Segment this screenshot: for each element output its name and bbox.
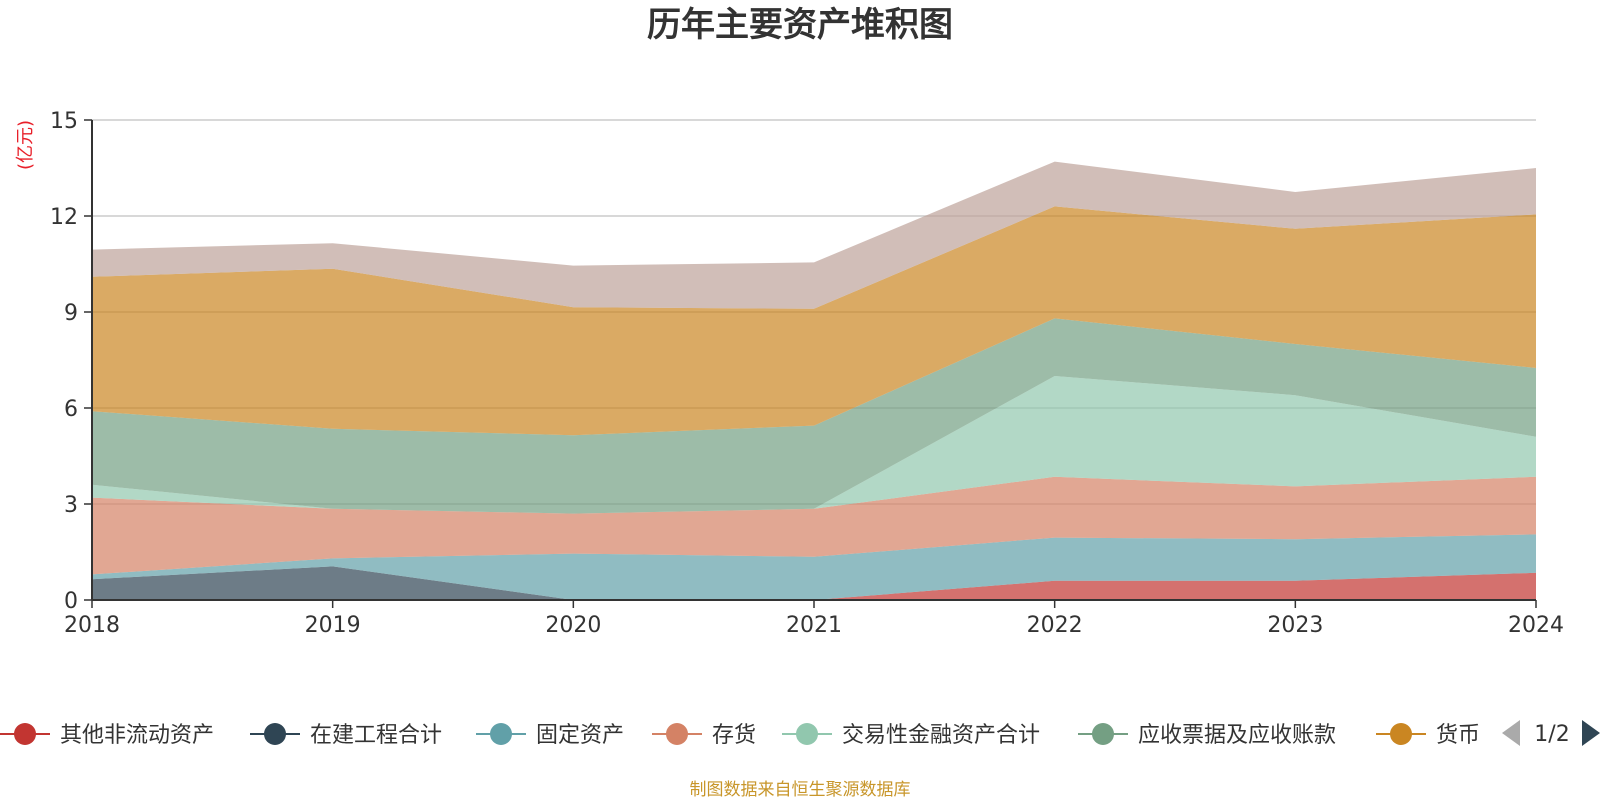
legend-pager: 1/2 [1502, 720, 1600, 747]
legend: 其他非流动资产 在建工程合计 固定资产 存货 交易性金融资产合计 应收票据及应收账款 货币 [0, 723, 1480, 748]
legend-circle-marker [1092, 723, 1114, 745]
legend-item-5[interactable]: 应收票据及应收账款 [1078, 723, 1336, 748]
legend-label: 其他非流动资产 [60, 723, 214, 748]
legend-item-3[interactable]: 存货 [652, 723, 756, 748]
y-tick-label: 12 [50, 205, 78, 230]
y-tick-label: 0 [64, 589, 78, 614]
legend-label: 货币 [1436, 723, 1480, 748]
y-tick-label: 9 [64, 301, 78, 326]
legend-label: 交易性金融资产合计 [842, 723, 1040, 748]
x-tick-label: 2022 [1027, 613, 1083, 638]
legend-circle-marker [490, 723, 512, 745]
chart-title: 历年主要资产堆积图 [647, 5, 953, 45]
legend-label: 存货 [712, 723, 756, 748]
legend-circle-marker [264, 723, 286, 745]
x-tick-label: 2021 [786, 613, 842, 638]
x-tick-label: 2020 [545, 613, 601, 638]
legend-label: 应收票据及应收账款 [1138, 723, 1336, 748]
legend-next-page-icon[interactable] [1582, 720, 1600, 746]
legend-item-6[interactable]: 货币 [1376, 723, 1480, 748]
legend-label: 在建工程合计 [310, 723, 442, 748]
x-tick-label: 2019 [305, 613, 361, 638]
x-tick-label: 2024 [1508, 613, 1564, 638]
y-tick-label: 3 [64, 493, 78, 518]
legend-item-0[interactable]: 其他非流动资产 [0, 723, 214, 748]
legend-prev-page-icon[interactable] [1502, 720, 1520, 746]
legend-circle-marker [14, 723, 36, 745]
legend-label: 固定资产 [536, 723, 624, 748]
source-note: 制图数据来自恒生聚源数据库 [690, 780, 911, 800]
legend-circle-marker [666, 723, 688, 745]
legend-item-4[interactable]: 交易性金融资产合计 [782, 723, 1040, 748]
y-tick-label: 15 [50, 109, 78, 134]
legend-circle-marker [796, 723, 818, 745]
legend-item-2[interactable]: 固定资产 [476, 723, 624, 748]
legend-item-1[interactable]: 在建工程合计 [250, 723, 442, 748]
y-axis-unit-label: (亿元) [15, 120, 36, 170]
x-tick-label: 2018 [64, 613, 120, 638]
area-series-group [92, 162, 1536, 600]
y-tick-label: 6 [64, 397, 78, 422]
x-tick-label: 2023 [1267, 613, 1323, 638]
legend-circle-marker [1390, 723, 1412, 745]
legend-page-indicator: 1/2 [1534, 722, 1569, 747]
